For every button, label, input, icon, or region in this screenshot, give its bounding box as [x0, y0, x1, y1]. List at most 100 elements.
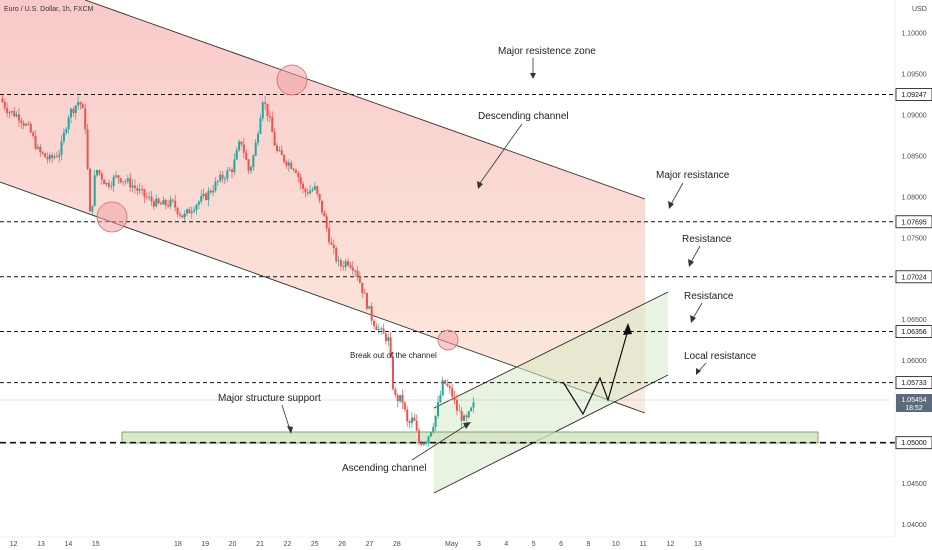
candle-body: [375, 326, 378, 331]
candle-body: [287, 162, 290, 166]
candle-body: [335, 247, 338, 262]
candle-body: [242, 144, 245, 153]
candle-body: [387, 337, 390, 342]
candle-body: [415, 420, 418, 431]
candle-body: [3, 102, 6, 108]
candle-body: [22, 123, 25, 126]
candle-body: [17, 114, 20, 121]
candle-body: [377, 328, 380, 331]
candle-body: [410, 417, 413, 424]
candle-body: [434, 416, 437, 427]
candle-body: [254, 142, 257, 156]
candle-body: [458, 410, 461, 412]
candle-body: [204, 193, 207, 200]
candle-body: [460, 411, 463, 421]
candle-body: [235, 150, 238, 160]
candle-body: [207, 190, 210, 200]
price-tick-9: 1.04500: [901, 481, 926, 488]
candle-body: [332, 244, 335, 248]
candle-body: [325, 216, 328, 229]
price-tick-2: 1.09000: [901, 112, 926, 119]
candle-body: [389, 337, 392, 357]
candle-body: [306, 192, 309, 194]
candle-body: [174, 200, 177, 208]
candle-body: [439, 394, 442, 403]
candle-body: [51, 155, 54, 158]
level-badge-label-5: 1.05000: [901, 440, 926, 447]
ascending-channel-top-line: [433, 291, 669, 409]
candle-body: [302, 183, 305, 189]
touch-circle-left: [96, 201, 128, 233]
candle-body: [347, 261, 350, 266]
candle-body: [117, 175, 120, 179]
candle-body: [422, 442, 425, 445]
price-tick-5: 1.07500: [901, 235, 926, 242]
price-levels: [0, 94, 895, 444]
candle-body: [261, 102, 264, 119]
candle-body: [20, 120, 23, 124]
candle-body: [448, 385, 451, 389]
time-tick-14: 3: [477, 541, 481, 548]
candle-body: [418, 430, 421, 443]
candle-body: [159, 203, 162, 205]
candle-body: [186, 209, 189, 214]
candle-body: [155, 198, 158, 207]
candle-body: [240, 141, 243, 145]
level-badge-bg-2: [895, 270, 932, 284]
candle-body: [219, 174, 222, 181]
candle-body: [292, 168, 295, 171]
annotations: Major resistence zone Descending channel…: [218, 46, 757, 474]
candle-body: [264, 102, 267, 104]
annotation-support-arrow: [281, 404, 291, 431]
candle-body: [6, 107, 9, 114]
annotation-descending-arrow-icon: [477, 181, 483, 189]
candle-body: [10, 111, 13, 113]
candle-body: [311, 189, 314, 191]
time-tick-12: 28: [393, 541, 401, 548]
candle-body: [107, 182, 110, 187]
level-badge-bg-4: [895, 376, 932, 390]
time-tick-17: 6: [559, 541, 563, 548]
candle-body: [294, 170, 297, 173]
candle-body: [110, 185, 113, 187]
candle-body: [55, 156, 58, 158]
time-tick-13: May: [445, 541, 459, 548]
time-tick-4: 18: [174, 541, 182, 548]
candle-body: [41, 152, 44, 154]
candle-body: [112, 176, 115, 186]
candle-body: [200, 195, 203, 202]
candle-body: [394, 389, 397, 396]
level-badge-label-1: 1.07695: [901, 219, 926, 226]
candle-body: [197, 201, 200, 205]
candle-body: [119, 178, 122, 183]
candle-body: [91, 205, 94, 212]
candle-body: [228, 169, 231, 171]
time-tick-7: 21: [256, 541, 264, 548]
annotation-resistance-2-arrow-icon: [690, 315, 696, 323]
current-price-value: 1.05454: [901, 397, 926, 404]
candle-body: [368, 306, 371, 309]
candle-body: [27, 124, 30, 125]
candle-body: [425, 442, 428, 444]
candle-body: [467, 411, 470, 418]
candle-body: [36, 146, 39, 149]
candle-body: [441, 380, 444, 395]
candle-body: [373, 320, 376, 327]
candle-body: [60, 141, 63, 155]
candle-body: [427, 436, 430, 443]
current-price-badge: 1.05454 18:52: [896, 394, 932, 412]
candle-body: [429, 432, 432, 437]
candle-body: [330, 242, 333, 245]
candle-body: [86, 129, 89, 169]
candle-body: [304, 188, 307, 193]
candle-body: [465, 415, 468, 418]
candle-body: [58, 154, 61, 157]
candle-body: [339, 260, 342, 267]
descending-channel-top-line: [84, 0, 646, 200]
time-tick-16: 5: [532, 541, 536, 548]
support-zone: [121, 431, 819, 444]
time-tick-21: 12: [667, 541, 675, 548]
price-tick-10: 1.04000: [901, 522, 926, 529]
candle-body: [370, 306, 373, 321]
